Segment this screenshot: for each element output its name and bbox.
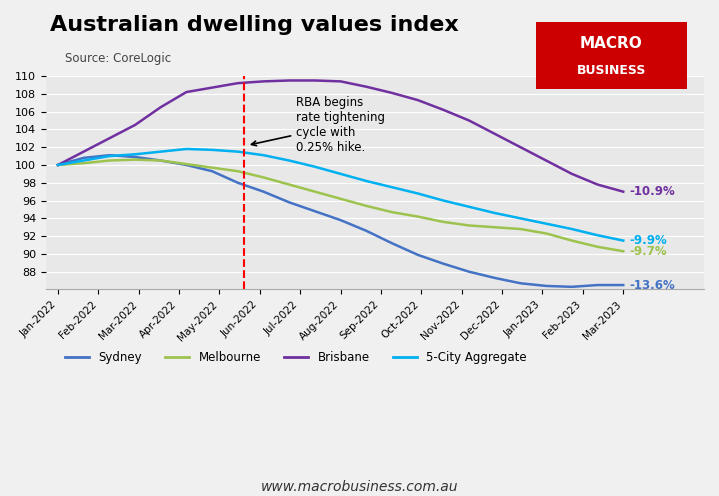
Text: -10.9%: -10.9% [629, 185, 675, 198]
Text: -13.6%: -13.6% [629, 279, 675, 292]
Text: Source: CoreLogic: Source: CoreLogic [65, 52, 171, 65]
Text: BUSINESS: BUSINESS [577, 64, 646, 77]
Text: MACRO: MACRO [580, 36, 643, 51]
Text: Australian dwelling values index: Australian dwelling values index [50, 15, 459, 35]
Text: -9.7%: -9.7% [629, 245, 667, 258]
Legend: Sydney, Melbourne, Brisbane, 5-City Aggregate: Sydney, Melbourne, Brisbane, 5-City Aggr… [60, 347, 531, 369]
Text: www.macrobusiness.com.au: www.macrobusiness.com.au [261, 480, 458, 494]
Text: RBA begins
rate tightening
cycle with
0.25% hike.: RBA begins rate tightening cycle with 0.… [252, 96, 385, 154]
Text: -9.9%: -9.9% [629, 234, 667, 247]
